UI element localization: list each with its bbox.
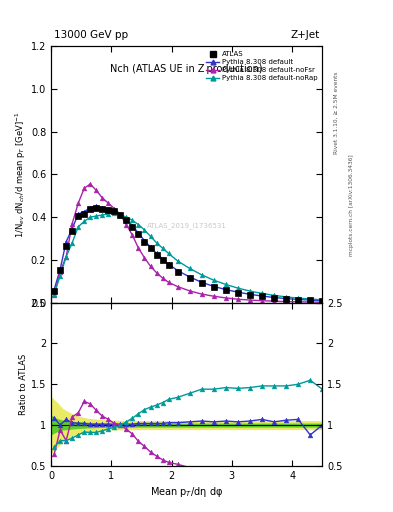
Text: 13000 GeV pp: 13000 GeV pp	[54, 30, 128, 39]
Y-axis label: Ratio to ATLAS: Ratio to ATLAS	[19, 354, 28, 415]
X-axis label: Mean p$_T$/dη dφ: Mean p$_T$/dη dφ	[150, 485, 223, 499]
Text: Z+Jet: Z+Jet	[290, 30, 320, 39]
Text: Rivet 3.1.10, ≥ 2.5M events: Rivet 3.1.10, ≥ 2.5M events	[334, 71, 338, 154]
Text: Nch (ATLAS UE in Z production): Nch (ATLAS UE in Z production)	[110, 64, 263, 74]
Y-axis label: 1/N$_{ev}$ dN$_{ch}$/d mean p$_T$ [GeV]$^{-1}$: 1/N$_{ev}$ dN$_{ch}$/d mean p$_T$ [GeV]$…	[14, 111, 28, 238]
Legend: ATLAS, Pythia 8.308 default, Pythia 8.308 default-noFsr, Pythia 8.308 default-no: ATLAS, Pythia 8.308 default, Pythia 8.30…	[205, 50, 319, 82]
Text: mcplots.cern.ch [arXiv:1306.3436]: mcplots.cern.ch [arXiv:1306.3436]	[349, 154, 354, 255]
Text: ATLAS_2019_I1736531: ATLAS_2019_I1736531	[147, 222, 227, 229]
